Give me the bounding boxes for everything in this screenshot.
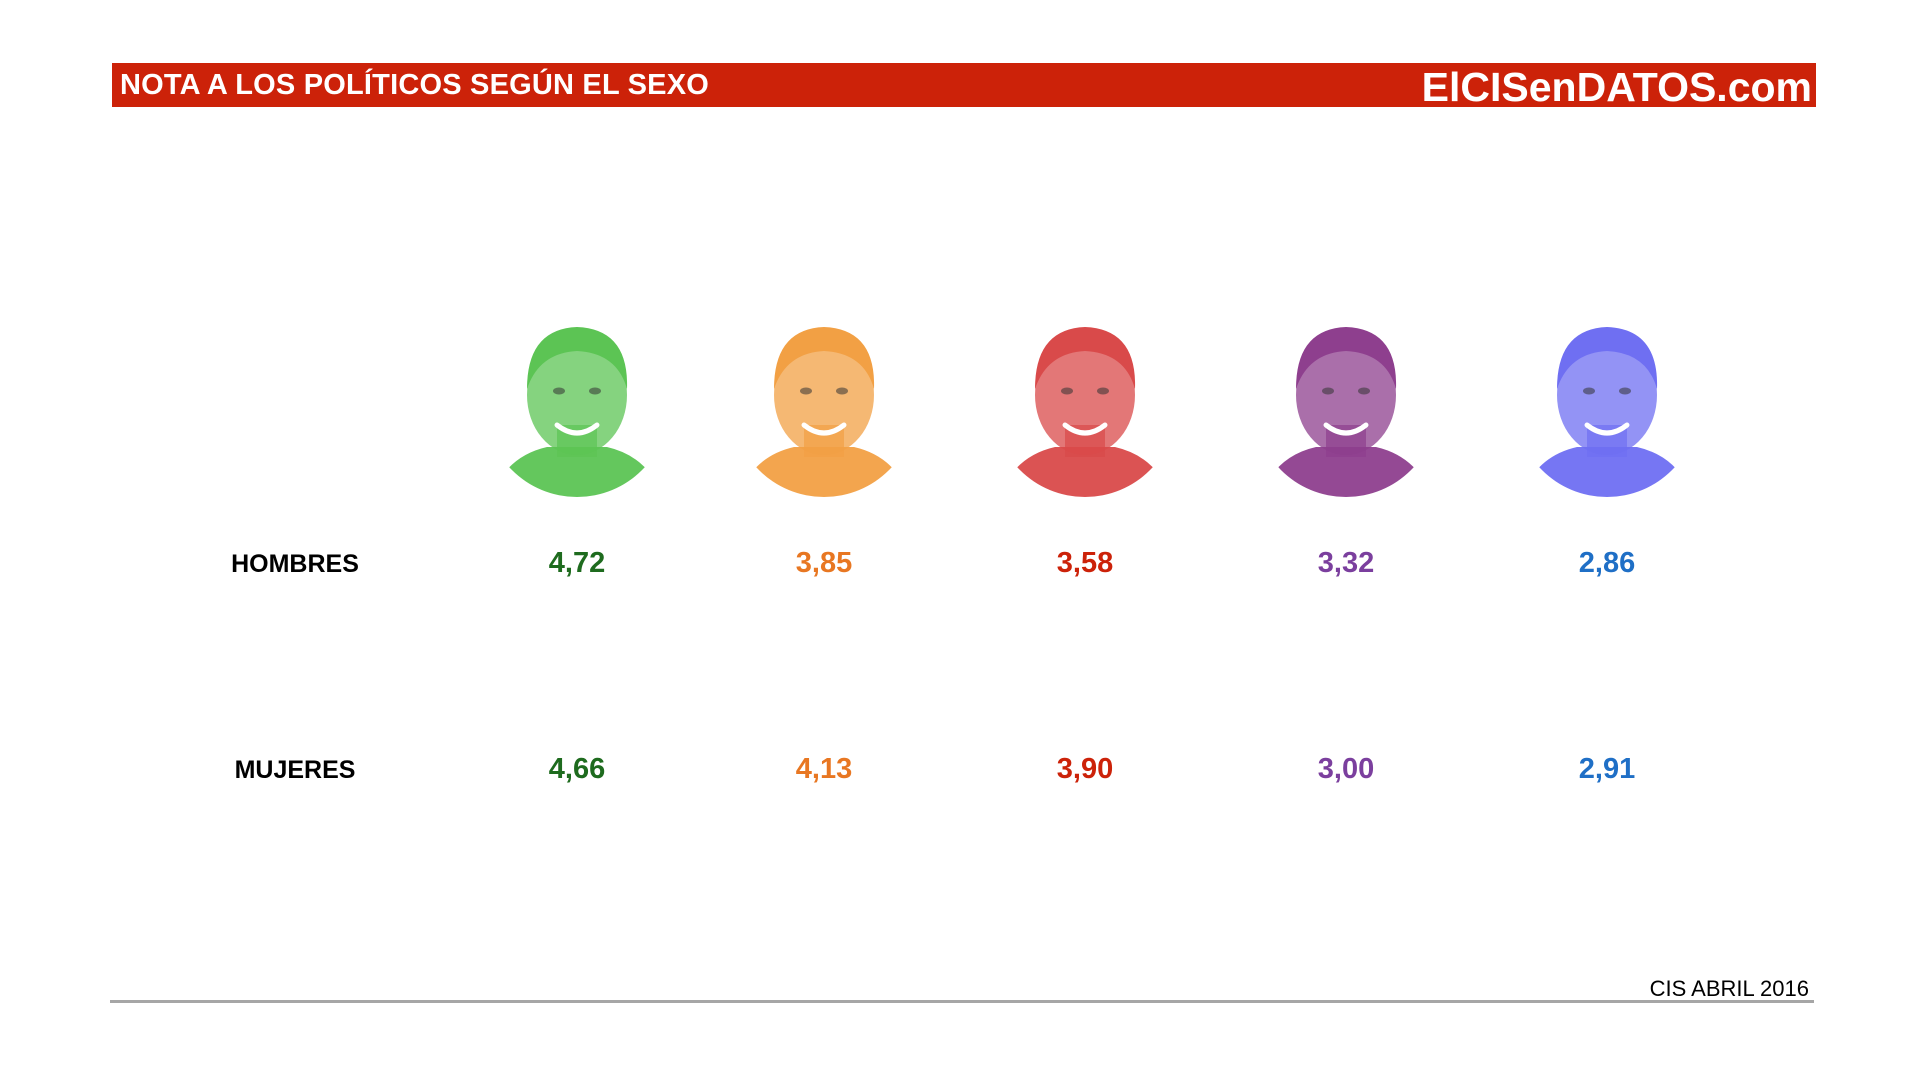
value-mujeres-2: 4,13 <box>795 753 853 785</box>
value-mujeres-4: 3,00 <box>1317 753 1375 785</box>
politician-portrait-1 <box>483 307 671 503</box>
value-hombres-4: 3,32 <box>1317 547 1375 579</box>
value-hombres-2: 3,85 <box>795 547 853 579</box>
value-hombres-5: 2,86 <box>1578 547 1636 579</box>
row-label-mujeres: MUJERES <box>234 756 356 784</box>
politician-portrait-5 <box>1513 307 1701 503</box>
value-hombres-3: 3,58 <box>1056 547 1114 579</box>
value-mujeres-3: 3,90 <box>1056 753 1114 785</box>
footer-divider <box>110 1000 1814 1003</box>
value-mujeres-5: 2,91 <box>1578 753 1636 785</box>
politician-portrait-3 <box>991 307 1179 503</box>
politician-portrait-4 <box>1252 307 1440 503</box>
value-mujeres-1: 4,66 <box>548 753 606 785</box>
chart-title: NOTA A LOS POLÍTICOS SEGÚN EL SEXO <box>120 69 710 101</box>
row-label-hombres: HOMBRES <box>231 550 359 578</box>
politician-portrait-2 <box>730 307 918 503</box>
header-bar: NOTA A LOS POLÍTICOS SEGÚN EL SEXO ElCIS… <box>112 63 1816 110</box>
value-hombres-1: 4,72 <box>548 547 606 579</box>
source-note: CIS ABRIL 2016 <box>1649 976 1809 1001</box>
brand-logo-text: ElCISenDATOS.com <box>1421 64 1812 110</box>
